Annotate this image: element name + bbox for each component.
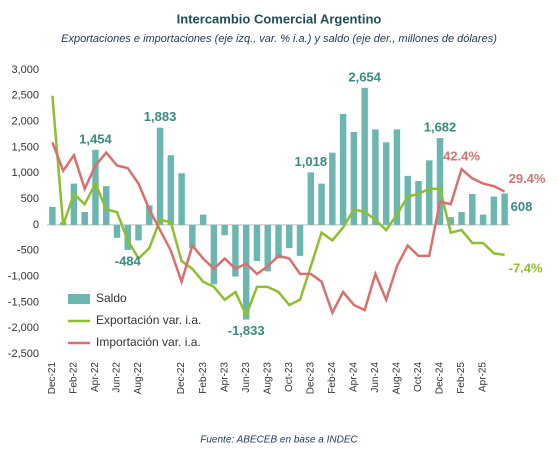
x-tick-label: Feb-23	[198, 362, 209, 394]
y-tick-label: -500	[17, 245, 39, 257]
bar	[426, 160, 433, 225]
bar	[70, 183, 78, 225]
bar	[447, 217, 455, 225]
x-tick-label: Dec-24	[435, 362, 446, 395]
y-tick-label: -2,500	[8, 348, 39, 360]
bar	[49, 206, 56, 225]
x-tick-label: Jun-24	[370, 362, 381, 393]
bar	[404, 175, 411, 225]
data-label: 608	[511, 199, 533, 214]
y-tick-label: -2,000	[8, 322, 39, 334]
bar	[113, 224, 121, 238]
y-tick-label: -1,000	[8, 270, 39, 282]
bar	[146, 205, 153, 225]
bar	[102, 186, 110, 225]
x-tick-label: Feb-22	[69, 362, 80, 394]
chart-subtitle: Exportaciones e importaciones (eje izq.,…	[61, 33, 497, 45]
y-tick-label: 2,000	[11, 116, 39, 128]
x-tick-label: Apr-25	[478, 362, 489, 392]
bar	[458, 212, 465, 225]
data-label: 42.4%	[443, 149, 480, 164]
bar	[199, 214, 207, 225]
y-tick-label: 3,000	[11, 64, 39, 76]
bar	[178, 173, 185, 225]
bar	[361, 87, 368, 225]
data-label: 1,682	[424, 119, 457, 134]
legend-label: Importación var. i.a.	[96, 335, 201, 349]
data-label: -7.4%	[509, 260, 543, 275]
bar	[81, 212, 88, 225]
bar	[189, 224, 196, 249]
bar	[350, 131, 358, 225]
data-label: 29.4%	[509, 171, 546, 186]
y-tick-label: 1,500	[11, 141, 39, 153]
bar	[232, 224, 239, 277]
x-tick-label: Apr-24	[349, 362, 360, 392]
bar	[156, 127, 164, 225]
bar	[329, 152, 336, 225]
x-tick-label: Dec-21	[47, 362, 58, 395]
x-tick-label: Oct-24	[413, 362, 424, 392]
x-tick-label: Jun-23	[241, 362, 252, 393]
bar	[167, 155, 175, 225]
bar	[264, 224, 271, 272]
x-tick-label: Feb-24	[327, 362, 338, 394]
bar	[92, 149, 99, 225]
x-tick-label: Aug-22	[133, 362, 144, 395]
data-label: 1,018	[295, 154, 328, 169]
bar	[307, 172, 315, 225]
line	[51, 95, 505, 319]
data-label: -1,833	[228, 323, 265, 338]
x-tick-label: Aug-24	[392, 362, 403, 395]
bar	[286, 224, 293, 249]
bar	[479, 214, 487, 225]
x-tick-label: Apr-23	[219, 362, 230, 392]
bar	[393, 129, 401, 225]
y-tick-label: 2,500	[11, 90, 39, 102]
bar	[436, 138, 444, 225]
source-note: Fuente: ABECEB en base a INDEC	[200, 435, 358, 446]
y-tick-label: 0	[33, 219, 39, 231]
y-tick-label: -1,500	[8, 296, 39, 308]
bar	[210, 224, 218, 285]
chart-title: Intercambio Comercial Argentino	[177, 11, 382, 26]
bar	[469, 193, 476, 225]
legend-swatch	[68, 294, 90, 304]
data-label: 1,883	[144, 109, 177, 124]
legend-label: Exportación var. i.a.	[96, 313, 201, 327]
data-label: 1,454	[79, 131, 112, 146]
bar	[242, 224, 250, 320]
x-tick-label: Dec-23	[305, 362, 316, 395]
bar	[135, 224, 142, 241]
bar	[382, 142, 390, 225]
legend-label: Saldo	[96, 291, 127, 305]
data-label: -484	[115, 253, 142, 268]
x-tick-label: Oct-23	[284, 362, 295, 392]
x-tick-label: Aug-23	[262, 362, 273, 395]
bar	[372, 129, 379, 225]
bar	[501, 193, 508, 225]
bar	[221, 224, 228, 236]
bar	[296, 224, 304, 256]
y-tick-label: 500	[21, 193, 39, 205]
bar	[275, 224, 282, 259]
x-tick-label: Feb-25	[456, 362, 467, 394]
data-label: 2,654	[348, 69, 381, 84]
bar	[490, 196, 498, 225]
bar	[318, 183, 325, 225]
x-tick-label: Apr-22	[90, 362, 101, 392]
y-tick-label: 1,000	[11, 167, 39, 179]
x-tick-label: Dec-22	[176, 362, 187, 395]
bar	[339, 113, 347, 225]
bar	[415, 181, 422, 225]
line	[51, 141, 506, 316]
x-tick-label: Jun-22	[112, 362, 123, 393]
bar	[253, 224, 261, 262]
